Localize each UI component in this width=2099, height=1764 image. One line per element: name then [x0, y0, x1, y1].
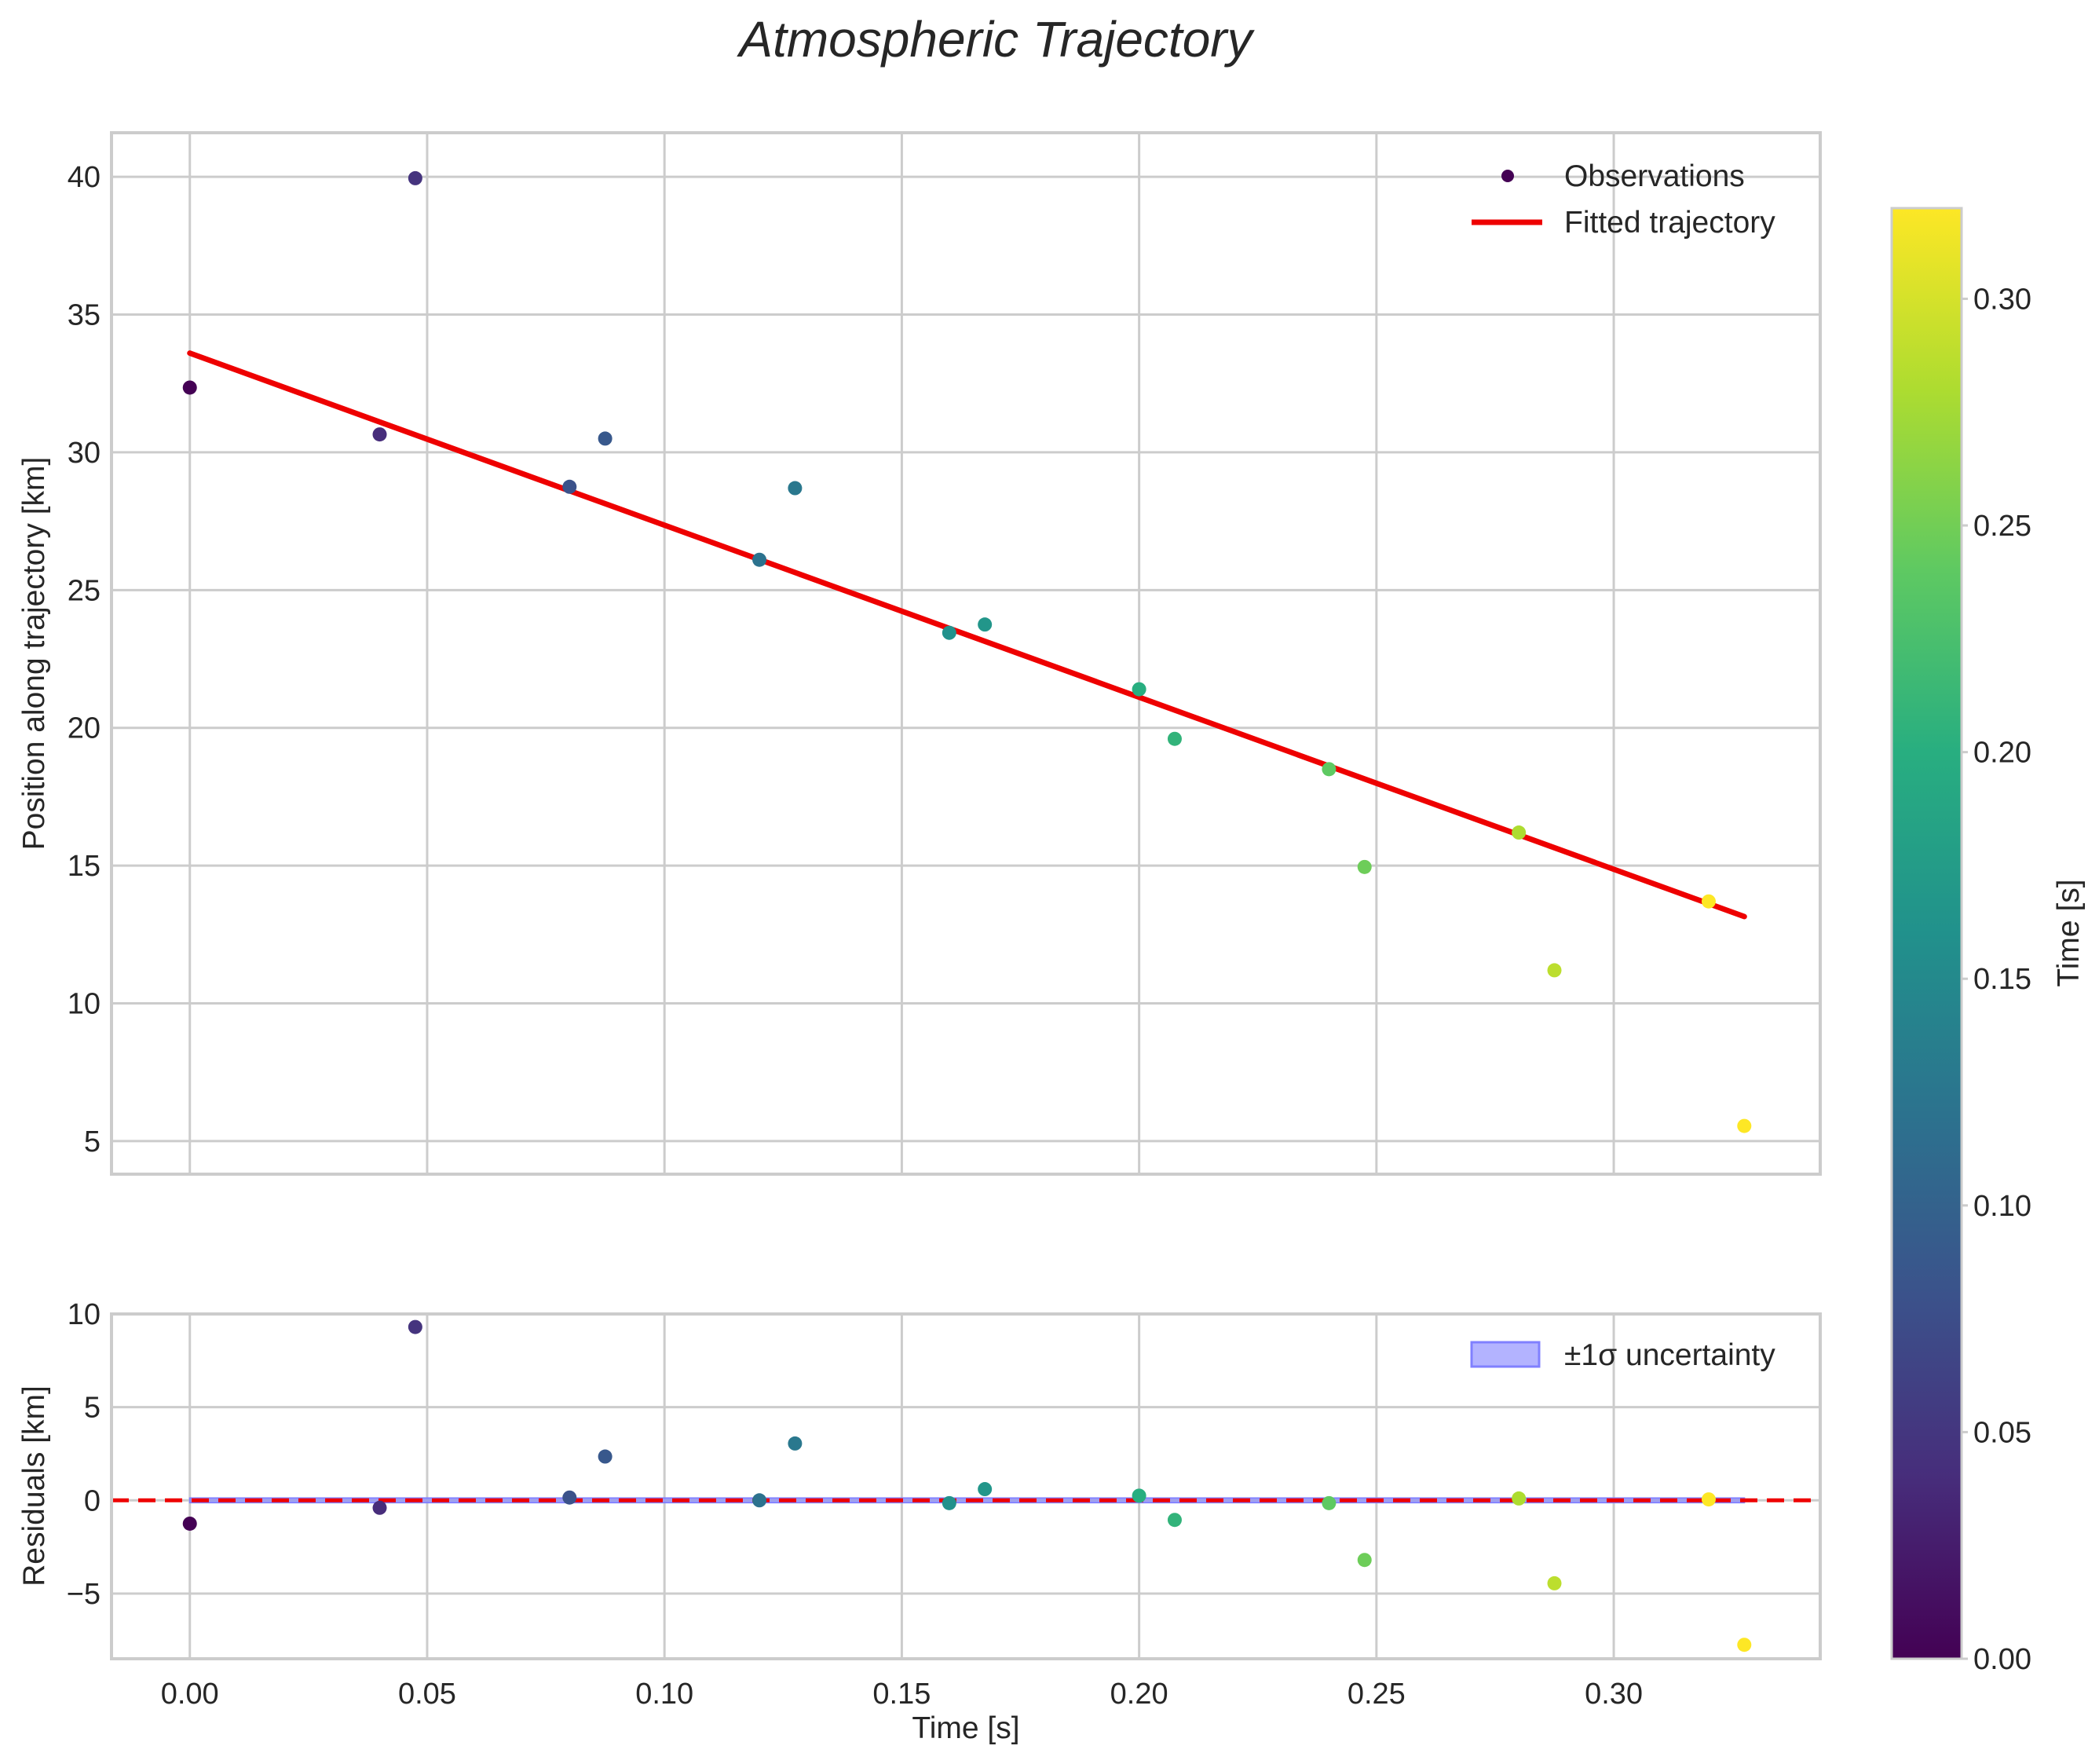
residual-point: [1547, 1576, 1562, 1590]
residual-point: [1167, 1513, 1182, 1528]
observation-point: [182, 380, 197, 395]
trajectory-y-tick-label: 15: [68, 850, 101, 883]
trajectory-y-ticks: 5 10 15 20 25 30 35 40: [68, 161, 101, 1158]
trajectory-axes-frame: [110, 131, 1822, 1176]
trajectory-y-tick-label: 35: [68, 299, 101, 332]
trajectory-y-axis-label: Position along trajectory [km]: [17, 457, 51, 851]
observation-point: [408, 170, 422, 185]
observation-point: [1132, 682, 1146, 697]
trajectory-panel: 5 10 15 20 25 30 35 40 Position along trajector…: [17, 131, 1822, 1176]
trajectory-y-tick-label: 25: [68, 574, 101, 607]
residual-points: [182, 1319, 1752, 1652]
legend-uncertainty-label: ±1σ uncertainty: [1564, 1338, 1775, 1372]
colorbar-body: [1890, 207, 1963, 1660]
observation-point: [1167, 731, 1182, 746]
observation-point: [752, 552, 767, 567]
observation-point: [1701, 894, 1716, 909]
x-axis-ticks: 0.00 0.05 0.10 0.15 0.20 0.25 0.30: [161, 1678, 1643, 1711]
observation-point: [788, 481, 803, 496]
x-tick-label: 0.30: [1585, 1678, 1643, 1711]
trajectory-y-tick-label: 30: [68, 437, 101, 470]
residual-point: [408, 1319, 422, 1334]
x-tick-label: 0.00: [161, 1678, 219, 1711]
observation-point: [372, 427, 387, 442]
x-tick-label: 0.15: [872, 1678, 931, 1711]
colorbar-ticks: 0.00 0.05 0.10 0.15 0.20 0.25 0.30: [1962, 283, 2031, 1676]
residual-point: [978, 1482, 993, 1497]
residuals-y-tick-label: 10: [68, 1298, 101, 1331]
residual-point: [1512, 1491, 1527, 1506]
colorbar-tick-label: 0.25: [1973, 510, 2031, 543]
colorbar-tick-label: 0.30: [1973, 283, 2031, 316]
residuals-y-tick-label: 0: [84, 1484, 101, 1517]
observation-point: [1547, 963, 1562, 978]
residual-point: [1701, 1492, 1716, 1507]
observation-points: [182, 170, 1752, 1133]
fitted-trajectory-line: [187, 350, 1747, 920]
colorbar: 0.00 0.05 0.10 0.15 0.20 0.25 0.30 Time [s]: [1890, 207, 2086, 1676]
trajectory-legend: Observations Fitted trajectory: [1472, 159, 1775, 240]
colorbar-tick-label: 0.10: [1973, 1190, 2031, 1223]
x-tick-label: 0.05: [398, 1678, 456, 1711]
legend-uncertainty-swatch: [1470, 1341, 1541, 1368]
chart-title: Atmospheric Trajectory: [736, 11, 1255, 68]
observation-point: [1737, 1118, 1752, 1133]
trajectory-y-tick-label: 5: [84, 1125, 101, 1158]
x-tick-label: 0.25: [1348, 1678, 1406, 1711]
trajectory-y-tick-label: 40: [68, 161, 101, 194]
colorbar-label: Time [s]: [2052, 879, 2086, 986]
observation-point: [562, 479, 577, 494]
residual-point: [1357, 1553, 1372, 1568]
residuals-y-tick-label: 5: [84, 1392, 101, 1425]
observation-point: [1512, 825, 1527, 840]
residual-point: [752, 1493, 767, 1508]
residual-point: [942, 1495, 956, 1510]
residuals-y-axis-label: Residuals [km]: [17, 1385, 51, 1587]
trajectory-y-tick-label: 20: [68, 712, 101, 745]
colorbar-tick-label: 0.15: [1973, 963, 2031, 996]
residual-point: [562, 1490, 577, 1505]
residual-point: [788, 1436, 803, 1451]
x-tick-label: 0.20: [1110, 1678, 1168, 1711]
residuals-axes-frame: [110, 1312, 1822, 1660]
residual-point: [1737, 1638, 1752, 1652]
residual-point: [598, 1449, 613, 1464]
trajectory-gridlines: [112, 133, 1820, 1174]
observation-point: [942, 625, 956, 640]
residual-point: [182, 1516, 197, 1531]
x-tick-label: 0.10: [635, 1678, 693, 1711]
x-axis-label: Time [s]: [912, 1711, 1019, 1745]
trajectory-y-tick-label: 10: [68, 988, 101, 1021]
observation-point: [1357, 859, 1372, 874]
colorbar-tick-label: 0.05: [1973, 1416, 2031, 1449]
colorbar-tick-label: 0.00: [1973, 1643, 2031, 1676]
residual-point: [1322, 1495, 1337, 1510]
observation-point: [598, 431, 613, 446]
legend-fitted-trajectory-label: Fitted trajectory: [1564, 206, 1775, 240]
legend-observations-label: Observations: [1564, 159, 1745, 193]
residuals-legend: ±1σ uncertainty: [1470, 1338, 1775, 1372]
residuals-y-tick-label: −5: [67, 1578, 101, 1611]
observation-point: [1322, 762, 1337, 777]
residual-point: [1132, 1488, 1146, 1503]
observation-point: [978, 617, 993, 632]
residuals-y-ticks: −5 0 5 10: [67, 1298, 101, 1611]
residual-point: [372, 1500, 387, 1515]
legend-observations-marker: [1501, 170, 1514, 182]
colorbar-tick-label: 0.20: [1973, 737, 2031, 770]
residuals-panel: −5 0 5 10 Residuals [km] ±1σ uncertainty: [17, 1298, 1822, 1660]
